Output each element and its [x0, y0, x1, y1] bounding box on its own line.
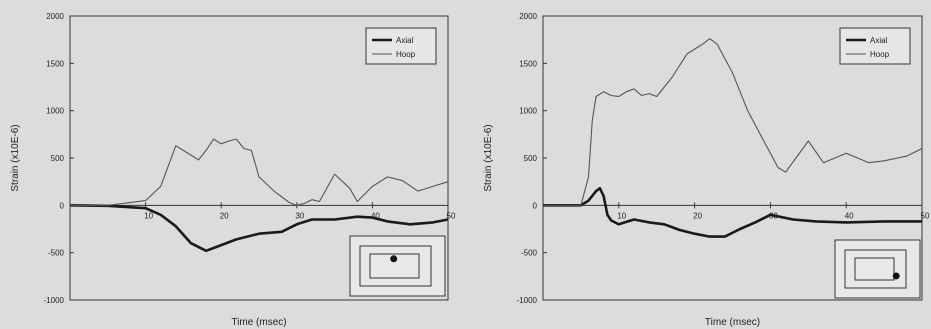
x-tick-label: 50 [921, 211, 930, 220]
inset-outline-outer [844, 249, 907, 289]
legend-label: Axial [870, 36, 888, 45]
location-inset [349, 235, 446, 297]
y-tick-label: 2000 [46, 12, 64, 21]
chart-left: -1000 -500 0 500 1000 1500 2000 10 20 30 40 50 Time … [10, 12, 456, 328]
y-tick-label: 500 [524, 154, 538, 163]
y-axis-label: Strain (x10E-6) [483, 124, 494, 191]
y-tick-label: 0 [60, 201, 65, 210]
inset-frame [834, 239, 921, 299]
series-line-axial [69, 204, 449, 253]
y-tick-label: 1500 [46, 59, 64, 68]
x-tick-label: 20 [220, 211, 229, 220]
y-tick-label: 1000 [46, 107, 64, 116]
x-tick-label: 50 [447, 211, 456, 220]
location-inset [834, 239, 921, 299]
y-tick-label: 1000 [519, 107, 537, 116]
y-tick-label: -1000 [44, 296, 65, 305]
inset-outline-inner [854, 257, 895, 281]
legend-box [839, 27, 911, 65]
legend-label: Axial [396, 36, 414, 45]
x-tick-label: 40 [371, 211, 380, 220]
x-axis-label: Time (msec) [705, 317, 760, 328]
x-tick-label: 40 [845, 211, 854, 220]
gauge-location-dot [390, 255, 398, 263]
series-line-hoop [543, 38, 923, 206]
y-tick-label: 2000 [519, 12, 537, 21]
legend-label: Hoop [396, 50, 416, 59]
x-axis-label: Time (msec) [231, 317, 286, 328]
legend-label: Hoop [870, 50, 890, 59]
y-tick-label: -500 [521, 249, 538, 258]
x-tick-label: 30 [295, 211, 304, 220]
y-axis-label: Strain (x10E-6) [10, 124, 21, 191]
inset-outline-outer [359, 245, 432, 287]
y-tick-label: 0 [533, 201, 538, 210]
series-line-hoop [70, 138, 449, 206]
y-tick-label: -1000 [517, 296, 538, 305]
y-tick-label: -500 [48, 249, 65, 258]
x-tick-label: 20 [693, 211, 702, 220]
inset-outline-inner [369, 253, 420, 279]
y-tick-label: 500 [51, 154, 65, 163]
legend: Axial Hoop [365, 27, 437, 65]
series-line-axial [543, 187, 922, 238]
gauge-location-dot [892, 272, 900, 280]
y-tick-label: 1500 [519, 59, 537, 68]
x-tick-label: 10 [617, 211, 626, 220]
legend-box [365, 27, 437, 65]
legend: Axial Hoop [839, 27, 911, 65]
x-tick-label: 10 [144, 211, 153, 220]
